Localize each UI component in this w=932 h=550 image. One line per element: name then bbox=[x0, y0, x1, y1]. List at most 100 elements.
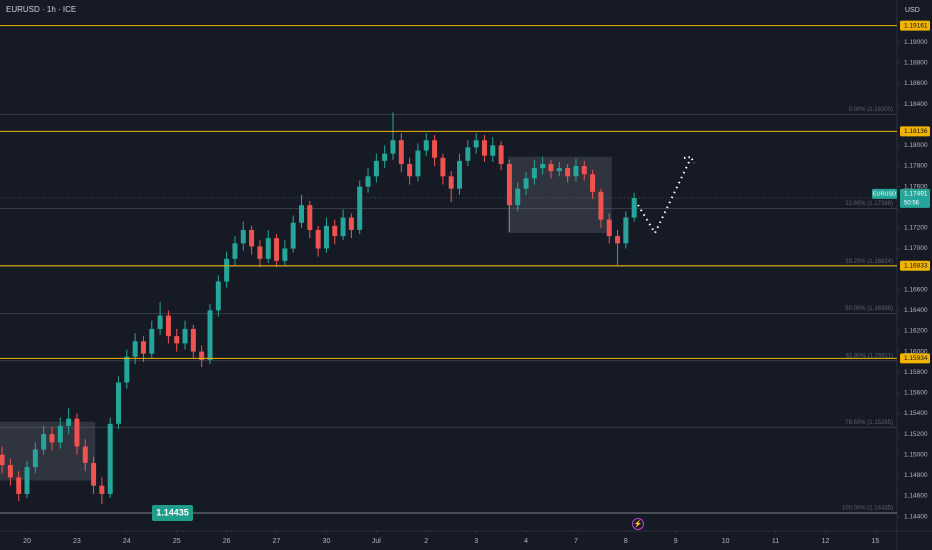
candle-body bbox=[531, 168, 537, 179]
candle-body bbox=[240, 229, 246, 244]
candle-body bbox=[565, 168, 571, 177]
currency: USD bbox=[905, 7, 920, 14]
y-tick-label: 1.15600 bbox=[904, 390, 928, 397]
candle-body bbox=[540, 163, 546, 169]
candle-body bbox=[490, 145, 496, 156]
candle-body bbox=[590, 174, 596, 192]
x-tick-label: 8 bbox=[624, 538, 628, 545]
y-tick-label: 1.17600 bbox=[904, 183, 928, 190]
last-symbol-tag bbox=[872, 188, 897, 199]
y-tick-label: 1.16400 bbox=[904, 307, 928, 314]
candle-body bbox=[556, 168, 562, 172]
x-tick-label: 4 bbox=[524, 538, 528, 545]
candle-body bbox=[407, 163, 413, 177]
x-tick-label: 20 bbox=[23, 538, 31, 545]
candle-body bbox=[132, 341, 138, 357]
x-tick-label: 11 bbox=[772, 538, 779, 545]
level-label: 1.18136 bbox=[904, 128, 928, 135]
candle-body bbox=[615, 236, 621, 244]
candle-body bbox=[423, 140, 429, 151]
x-tick-label: 26 bbox=[223, 538, 231, 545]
y-tick-label: 1.14400 bbox=[904, 513, 928, 520]
candle-body bbox=[0, 454, 5, 466]
x-tick-label: 10 bbox=[722, 538, 730, 545]
candle-body bbox=[232, 243, 238, 259]
candle-body bbox=[448, 176, 454, 189]
candle-body bbox=[415, 150, 421, 177]
candle-body bbox=[307, 205, 313, 230]
candle-body bbox=[548, 163, 554, 172]
y-tick-label: 1.17800 bbox=[904, 163, 928, 170]
y-tick-label: 1.16600 bbox=[904, 286, 928, 293]
candle-body bbox=[274, 238, 280, 261]
candle-body bbox=[440, 157, 446, 177]
y-tick-label: 1.18000 bbox=[904, 142, 928, 149]
candle-body bbox=[498, 145, 504, 164]
candle-body bbox=[357, 186, 363, 230]
candle-body bbox=[515, 188, 521, 206]
level-label: 1.16833 bbox=[904, 262, 928, 269]
candle-body bbox=[174, 336, 180, 344]
y-tick-label: 1.15800 bbox=[904, 369, 928, 376]
candle-body bbox=[116, 382, 122, 424]
candle-body bbox=[332, 225, 338, 237]
candle-body bbox=[573, 166, 579, 177]
fib-label: 78.60% (1.15265) bbox=[845, 420, 893, 426]
candle-body bbox=[631, 197, 637, 218]
candle-body bbox=[340, 217, 346, 237]
candle-body bbox=[581, 166, 587, 175]
support-label: 1.14435 bbox=[156, 507, 189, 517]
y-tick-label: 1.17000 bbox=[904, 245, 928, 252]
candle-body bbox=[481, 140, 487, 156]
x-tick-label: 24 bbox=[123, 538, 131, 545]
candle-body bbox=[473, 140, 479, 148]
candle-body bbox=[7, 465, 13, 478]
fib-label: 38.20% (1.16824) bbox=[845, 259, 893, 265]
x-tick-label: 25 bbox=[173, 538, 181, 545]
candle-body bbox=[390, 140, 396, 154]
candle-body bbox=[457, 160, 463, 189]
candle-body bbox=[24, 467, 30, 494]
plot: 0.00% (1.18300) 23.60% (1.17388) 38.20% (1… bbox=[0, 25, 897, 514]
y-tick-label: 1.19000 bbox=[904, 39, 928, 46]
y-tick-label: 1.15200 bbox=[904, 431, 928, 438]
candle-body bbox=[41, 434, 47, 450]
fib-label: 100.00% (1.14435) bbox=[842, 506, 893, 512]
candle-body bbox=[365, 176, 371, 187]
candle-body bbox=[57, 425, 63, 443]
candle-body bbox=[432, 140, 438, 158]
candle-body bbox=[157, 315, 163, 329]
level-tag bbox=[900, 353, 930, 364]
fib-label: 61.80% (1.15911) bbox=[846, 353, 893, 359]
y-tick-label: 1.15000 bbox=[904, 451, 928, 458]
x-tick-label: 15 bbox=[871, 538, 879, 545]
candle-body bbox=[623, 217, 629, 244]
candle-body bbox=[124, 356, 130, 383]
x-tick-label: 3 bbox=[474, 538, 478, 545]
candle-body bbox=[523, 178, 529, 189]
candle-body bbox=[32, 449, 38, 468]
candle-body bbox=[140, 341, 146, 354]
x-tick-label: 7 bbox=[574, 538, 578, 545]
x-tick-label: 12 bbox=[822, 538, 830, 545]
candle-body bbox=[398, 140, 404, 164]
y-tick-label: 1.18400 bbox=[904, 101, 928, 108]
candle-body bbox=[215, 281, 221, 311]
level-tag bbox=[900, 126, 930, 137]
candle-body bbox=[82, 446, 88, 463]
candle-body bbox=[315, 229, 321, 249]
fib-label: 50.00% (1.16368) bbox=[845, 306, 893, 312]
last-price-tag bbox=[900, 188, 930, 208]
candle-body bbox=[257, 246, 263, 259]
event-icon[interactable] bbox=[632, 518, 644, 530]
candle-body bbox=[107, 423, 113, 494]
candle-body bbox=[182, 328, 188, 344]
level-tag bbox=[900, 20, 930, 31]
y-tick-label: 1.16200 bbox=[904, 328, 928, 335]
level-label: 1.15934 bbox=[904, 355, 928, 362]
candle-body bbox=[190, 328, 196, 352]
x-tick-label: 23 bbox=[73, 538, 81, 545]
candle-body bbox=[465, 147, 471, 161]
candle-body bbox=[207, 310, 213, 360]
